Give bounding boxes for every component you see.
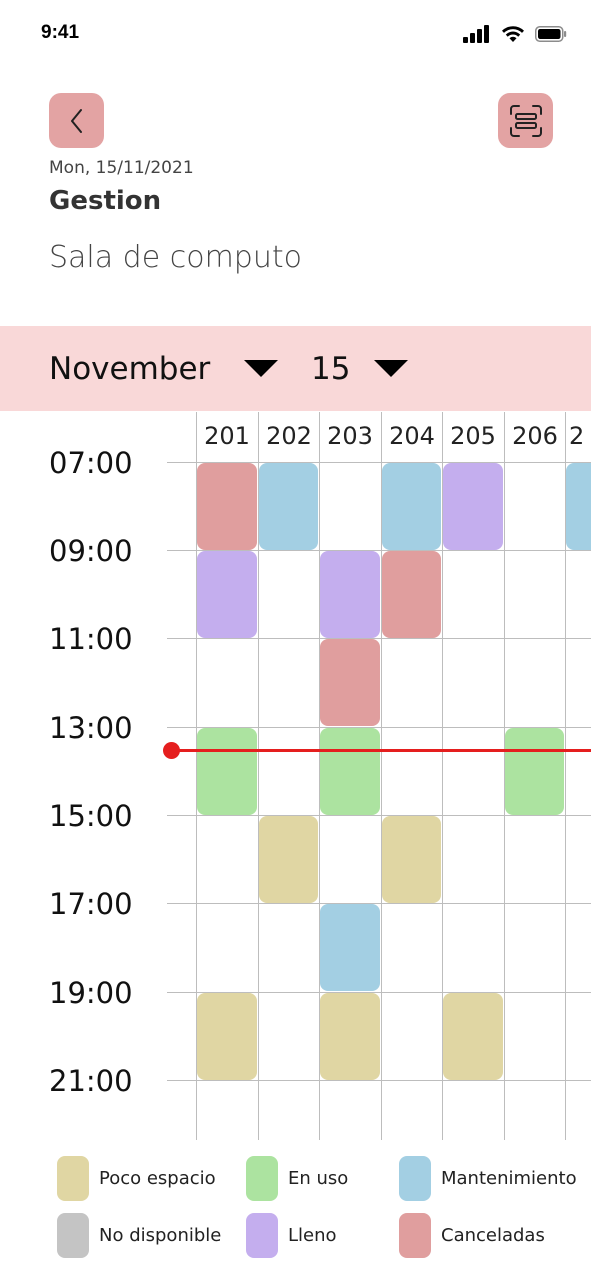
caret-down-icon: [244, 360, 279, 377]
legend-item-lleno: Lleno: [246, 1213, 337, 1258]
legend-swatch: [57, 1213, 89, 1258]
booking-slot-en-uso[interactable]: [197, 728, 257, 815]
status-time: 9:41: [41, 22, 80, 43]
legend-label: No disponible: [99, 1225, 222, 1246]
month-value: November: [49, 350, 211, 387]
grid-line: [319, 412, 320, 1140]
time-label: 15:00: [49, 799, 133, 833]
grid-line: [196, 412, 197, 1140]
legend-swatch: [246, 1156, 278, 1201]
status-icons: [463, 24, 567, 44]
time-label: 09:00: [49, 534, 133, 568]
grid-line: [258, 412, 259, 1140]
grid-line: [565, 412, 566, 1140]
room-header: 206: [512, 422, 558, 450]
grid-line: [442, 412, 443, 1140]
booking-slot-mantenimiento[interactable]: [259, 463, 318, 550]
legend-item-canceladas: Canceladas: [399, 1213, 545, 1258]
booking-slot-lleno[interactable]: [443, 463, 503, 550]
legend-swatch: [399, 1213, 431, 1258]
booking-slot-canceladas[interactable]: [197, 463, 257, 550]
status-legend: Poco espacio En uso Mantenimiento No dis…: [0, 1150, 591, 1280]
schedule-grid: 201 202 203 204 205 206 2 07:00 09:00 11…: [0, 412, 591, 1140]
legend-label: En uso: [288, 1168, 349, 1189]
wifi-icon: [502, 26, 524, 42]
room-header: 204: [389, 422, 435, 450]
booking-slot-mantenimiento[interactable]: [382, 463, 441, 550]
time-label: 13:00: [49, 711, 133, 745]
booking-slot-lleno[interactable]: [320, 551, 380, 638]
scan-button[interactable]: [498, 93, 553, 148]
booking-slot-poco-espacio[interactable]: [443, 993, 503, 1080]
back-button[interactable]: [49, 93, 104, 148]
time-label: 17:00: [49, 887, 133, 921]
caret-down-icon: [374, 360, 409, 377]
booking-slot-poco-espacio[interactable]: [259, 816, 318, 903]
time-label: 21:00: [49, 1064, 133, 1098]
legend-swatch: [246, 1213, 278, 1258]
grid-line: [167, 550, 591, 551]
grid-line: [167, 815, 591, 816]
booking-slot-en-uso[interactable]: [505, 728, 564, 815]
time-label: 19:00: [49, 976, 133, 1010]
grid-line: [504, 412, 505, 1140]
booking-slot-en-uso[interactable]: [320, 728, 380, 815]
date-selector-bar: November 15: [0, 326, 591, 411]
grid-line: [167, 903, 591, 904]
room-header: 202: [266, 422, 312, 450]
booking-slot-canceladas[interactable]: [382, 551, 441, 638]
status-bar: 9:41: [0, 0, 591, 70]
month-dropdown[interactable]: November: [49, 326, 279, 411]
page-subtitle: Sala de computo: [49, 240, 302, 275]
booking-slot-canceladas[interactable]: [320, 639, 380, 726]
grid-line: [167, 1080, 591, 1081]
legend-label: Poco espacio: [99, 1168, 216, 1189]
legend-item-poco-espacio: Poco espacio: [57, 1156, 216, 1201]
battery-icon: [535, 26, 567, 42]
time-label: 07:00: [49, 446, 133, 480]
room-header: 205: [450, 422, 496, 450]
room-header: 2: [569, 422, 585, 450]
grid-line: [167, 462, 591, 463]
grid-line: [381, 412, 382, 1140]
booking-slot-poco-espacio[interactable]: [382, 816, 441, 903]
legend-label: Mantenimiento: [441, 1168, 577, 1189]
legend-swatch: [399, 1156, 431, 1201]
room-header: 203: [327, 422, 373, 450]
page-title: Gestion: [49, 186, 162, 216]
chevron-left-icon: [70, 108, 82, 133]
scan-frame-icon: [509, 104, 542, 137]
day-dropdown[interactable]: 15: [311, 326, 409, 411]
legend-item-no-disponible: No disponible: [57, 1213, 221, 1258]
legend-item-en-uso: En uso: [246, 1156, 348, 1201]
booking-slot-poco-espacio[interactable]: [197, 993, 257, 1080]
room-header: 201: [204, 422, 250, 450]
legend-item-mantenimiento: Mantenimiento: [399, 1156, 577, 1201]
legend-swatch: [57, 1156, 89, 1201]
booking-slot-mantenimiento[interactable]: [320, 904, 380, 991]
grid-line: [167, 727, 591, 728]
header-date: Mon, 15/11/2021: [49, 158, 194, 178]
booking-slot-poco-espacio[interactable]: [320, 993, 380, 1080]
booking-slot-mantenimiento[interactable]: [566, 463, 591, 550]
cellular-signal-icon: [463, 25, 489, 43]
booking-slot-lleno[interactable]: [197, 551, 257, 638]
time-label: 11:00: [49, 622, 133, 656]
current-time-dot: [163, 742, 180, 759]
grid-line: [167, 992, 591, 993]
day-value: 15: [311, 350, 351, 387]
legend-label: Lleno: [288, 1225, 337, 1246]
legend-label: Canceladas: [441, 1225, 545, 1246]
grid-line: [167, 638, 591, 639]
current-time-line: [171, 749, 591, 752]
